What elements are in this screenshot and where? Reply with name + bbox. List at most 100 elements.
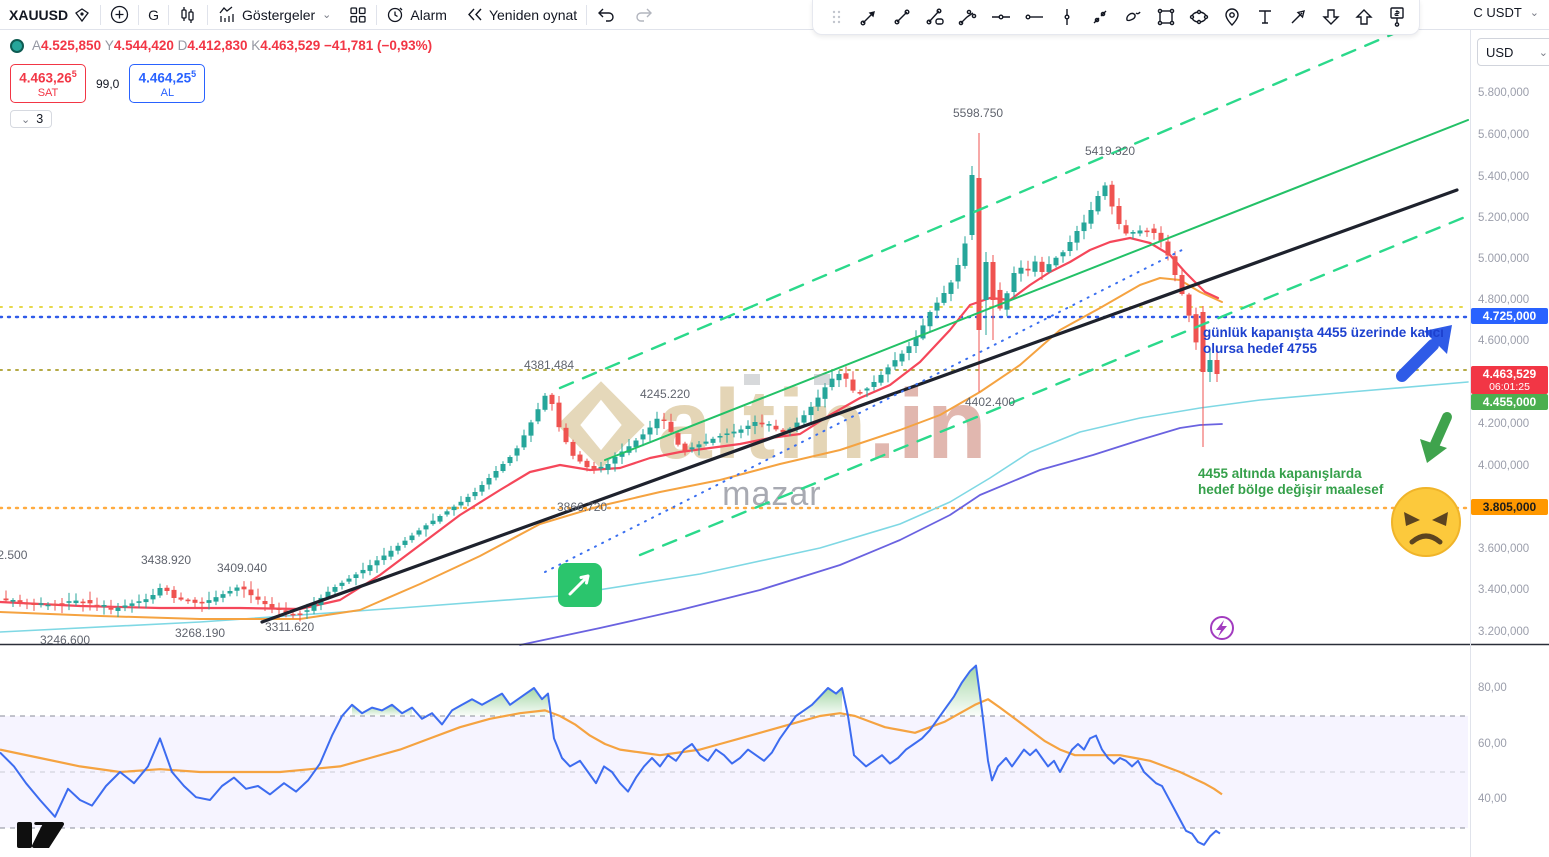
axis-price-label: 4.455,000 [1471, 394, 1548, 410]
compare-add-button[interactable] [101, 1, 138, 29]
tool-text[interactable] [1248, 2, 1281, 32]
chart-up-sticker[interactable] [558, 563, 602, 607]
axis-price-label: 4.463,529 06:01:25 [1471, 366, 1548, 394]
tradingview-logo-icon[interactable] [17, 821, 65, 849]
tool-horizontal-line[interactable] [1017, 2, 1050, 32]
candlestick-icon [181, 6, 194, 23]
blue-up-arrow[interactable] [1396, 325, 1452, 382]
tool-trend-line[interactable] [885, 2, 918, 32]
axis-tick: 40,00 [1478, 793, 1507, 805]
tool-arrow-marker[interactable] [1281, 2, 1314, 32]
currency-dropdown[interactable]: USD ⌄ [1477, 38, 1549, 66]
rsi-panel [0, 664, 1468, 846]
axis-tick: 4.800,000 [1478, 294, 1530, 306]
flash-badge[interactable] [1210, 616, 1234, 640]
green-down-arrow[interactable] [1420, 412, 1452, 463]
trend-lines[interactable] [260, 12, 1472, 624]
axis-tick: 5.000,000 [1478, 253, 1530, 265]
tool-cross-line[interactable] [1083, 2, 1116, 32]
price-mark: 4402.400 [965, 395, 1016, 409]
alarm-clock-icon [388, 7, 403, 23]
chart-type-button[interactable] [169, 1, 207, 29]
axis-tick: 80,00 [1478, 682, 1507, 694]
price-mark: 4245.220 [640, 387, 691, 401]
angry-emoji[interactable] [1390, 486, 1462, 563]
drawing-handles[interactable] [744, 374, 830, 385]
alarm-label: Alarm [410, 6, 447, 23]
ohlc-value: 4.544,420 [113, 38, 178, 53]
object-tree-toggle[interactable]: ⌄ 3 [10, 110, 53, 128]
trend-line-icon [894, 9, 909, 25]
redo-icon [636, 8, 653, 22]
layout-grid-button[interactable] [340, 1, 376, 29]
tool-rectangle[interactable] [1149, 2, 1182, 32]
secondary-symbol-label: C USDT [1473, 5, 1522, 20]
interval-label: G [148, 6, 160, 23]
price-mark: 5598.750 [953, 106, 1004, 120]
price-mark: 3438.920 [141, 553, 192, 567]
ohlc-value: 4.525,850 [41, 38, 105, 53]
price-mark: 5419.320 [1085, 144, 1136, 158]
horizontal-line-icon [1025, 14, 1043, 20]
tool-horizontal-ray[interactable] [984, 2, 1017, 32]
redo-button[interactable] [625, 1, 663, 29]
price-mark: 352.500 [0, 548, 28, 562]
tool-ellipse[interactable] [1182, 2, 1215, 32]
tool-pin[interactable] [1215, 2, 1248, 32]
indicators-button[interactable]: Göstergeler ⌄ [208, 1, 340, 29]
pitchfork-icon [958, 9, 976, 26]
sell-price: 4.463,265 [19, 69, 77, 86]
price-mark: 3268.190 [175, 626, 226, 640]
text-annotation[interactable]: günlük kapanışta 4455 üzerinde kalıcı ol… [1203, 325, 1444, 356]
chevron-down-icon: ⌄ [21, 113, 31, 126]
fib-retracement-icon [926, 8, 944, 25]
sell-button[interactable]: 4.463,265 SAT [10, 64, 86, 103]
replay-icon [468, 8, 482, 21]
drag-handle[interactable] [819, 2, 852, 32]
sell-label: SAT [37, 86, 59, 99]
ohlc-value: 4.463,529 [260, 38, 325, 53]
cross-line-icon [1093, 10, 1106, 24]
undo-icon [598, 8, 614, 22]
axis-tick: 5.400,000 [1478, 171, 1530, 183]
chevron-down-icon: ⌄ [1538, 46, 1548, 59]
axis-tick: 3.600,000 [1478, 543, 1530, 555]
tool-pitchfork[interactable] [951, 2, 984, 32]
arrow-line-icon [860, 11, 875, 26]
tool-vertical-line[interactable] [1050, 2, 1083, 32]
pin-icon [1224, 8, 1239, 26]
object-count: 3 [36, 112, 44, 126]
symbol-button[interactable]: XAUUSD [0, 1, 100, 29]
tool-fib-retracement[interactable] [918, 2, 951, 32]
axis-tick: 4.600,000 [1478, 335, 1530, 347]
axis-tick: 3.400,000 [1478, 584, 1530, 596]
replay-button[interactable]: Yeniden oynat [456, 1, 586, 29]
price-axis-divider [1470, 29, 1471, 857]
buy-label: AL [160, 86, 175, 99]
axis-tick: 3.200,000 [1478, 626, 1530, 638]
moving-averages [0, 236, 1469, 646]
price-mark: 3866.720 [557, 500, 608, 514]
brush-icon [1125, 11, 1141, 22]
secondary-symbol[interactable]: C USDT ⌄ [1473, 5, 1539, 20]
buy-price: 4.464,255 [138, 69, 197, 86]
tool-brush[interactable] [1116, 2, 1149, 32]
buy-button[interactable]: 4.464,255 AL [129, 64, 206, 103]
alarm-button[interactable]: Alarm [377, 1, 456, 29]
arrow-marker-icon [1291, 10, 1305, 24]
tool-arrow-up[interactable] [1347, 2, 1380, 32]
ellipse-icon [1189, 9, 1208, 25]
tool-arrow-down[interactable] [1314, 2, 1347, 32]
chevron-down-icon: ⌄ [1529, 7, 1539, 19]
chevron-down-icon: ⌄ [322, 9, 332, 21]
tool-price-label[interactable] [1380, 2, 1413, 32]
plus-circle-icon [110, 5, 129, 24]
price-label-icon [1389, 7, 1404, 27]
undo-button[interactable] [587, 1, 625, 29]
text-annotation[interactable]: 4455 altında kapanışlarda hedef bölge değ… [1198, 466, 1384, 497]
interval-button[interactable]: G [139, 1, 168, 29]
watermark-logo-icon [557, 380, 645, 469]
tool-arrow-line[interactable] [852, 2, 885, 32]
price-mark: 3246.600 [40, 633, 91, 647]
